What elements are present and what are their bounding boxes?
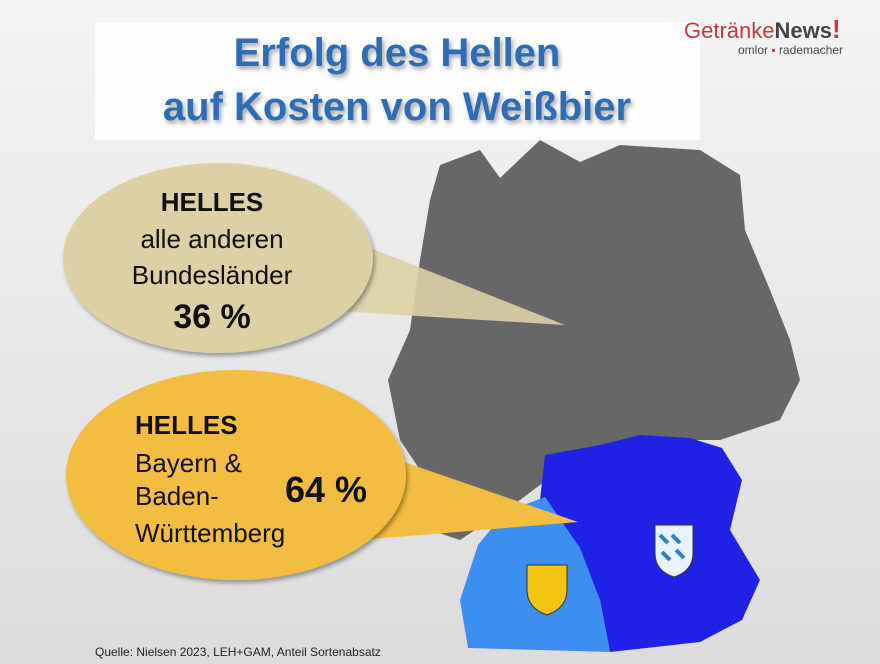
title-line: auf Kosten von Weißbier <box>163 85 631 129</box>
logo-part: News <box>775 18 832 43</box>
logo-part: omlor <box>738 43 768 57</box>
callout-heading: HELLES <box>135 410 238 440</box>
callout <box>66 370 406 580</box>
logo-part: ! <box>832 14 841 44</box>
title-box <box>95 22 700 140</box>
callout-text: Württemberg <box>135 518 285 548</box>
title-line: Erfolg des Hellen <box>234 31 561 75</box>
callout-text: alle anderen <box>140 224 283 254</box>
logo-tagline: omlor ▪ rademacher <box>738 43 843 57</box>
crest-bw <box>526 564 568 616</box>
source: Quelle: Nielsen 2023, LEH+GAM, Anteil So… <box>95 645 381 659</box>
callout-text: Bundesländer <box>132 260 293 290</box>
callout-text: Baden- <box>135 481 219 511</box>
logo-part: Getränke <box>684 18 775 43</box>
logo-part: rademacher <box>779 43 843 57</box>
callout-heading: HELLES <box>161 187 264 217</box>
bavaria <box>540 435 760 652</box>
map <box>388 140 800 652</box>
callout-value: 64 % <box>285 469 367 510</box>
logo: GetränkeNews! <box>684 14 841 44</box>
crest-pattern <box>658 533 686 562</box>
germany <box>388 140 800 540</box>
callout-text: Bayern & <box>135 448 242 478</box>
callout <box>63 163 373 353</box>
callout-value: 36 % <box>173 298 251 336</box>
crest-bavaria <box>654 524 694 578</box>
